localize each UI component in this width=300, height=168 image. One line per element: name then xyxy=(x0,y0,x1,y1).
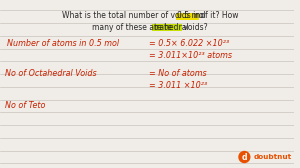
Text: d: d xyxy=(242,153,247,161)
Text: = 3.011×10²³ atoms: = 3.011×10²³ atoms xyxy=(149,52,232,60)
FancyBboxPatch shape xyxy=(176,12,199,19)
Text: = 3.011 ×10²³: = 3.011 ×10²³ xyxy=(149,80,207,90)
Text: What is the total number of voids in: What is the total number of voids in xyxy=(62,11,203,20)
Text: Number of atoms in 0.5 mol: Number of atoms in 0.5 mol xyxy=(7,39,119,49)
Text: doubtnut: doubtnut xyxy=(253,154,291,160)
FancyBboxPatch shape xyxy=(152,24,182,31)
Text: No of Octahedral Voids: No of Octahedral Voids xyxy=(5,69,97,77)
Text: voids?: voids? xyxy=(181,23,208,32)
Text: = 0.5× 6.022 ×10²³: = 0.5× 6.022 ×10²³ xyxy=(149,39,230,49)
Circle shape xyxy=(239,152,250,162)
Text: trahedral: trahedral xyxy=(153,23,189,32)
Text: many of these are te: many of these are te xyxy=(92,23,171,32)
Text: of it? How: of it? How xyxy=(198,11,239,20)
Text: = No of atoms: = No of atoms xyxy=(149,69,207,77)
Text: No of Teto: No of Teto xyxy=(5,100,45,110)
Text: 0.5 mol: 0.5 mol xyxy=(177,11,205,20)
